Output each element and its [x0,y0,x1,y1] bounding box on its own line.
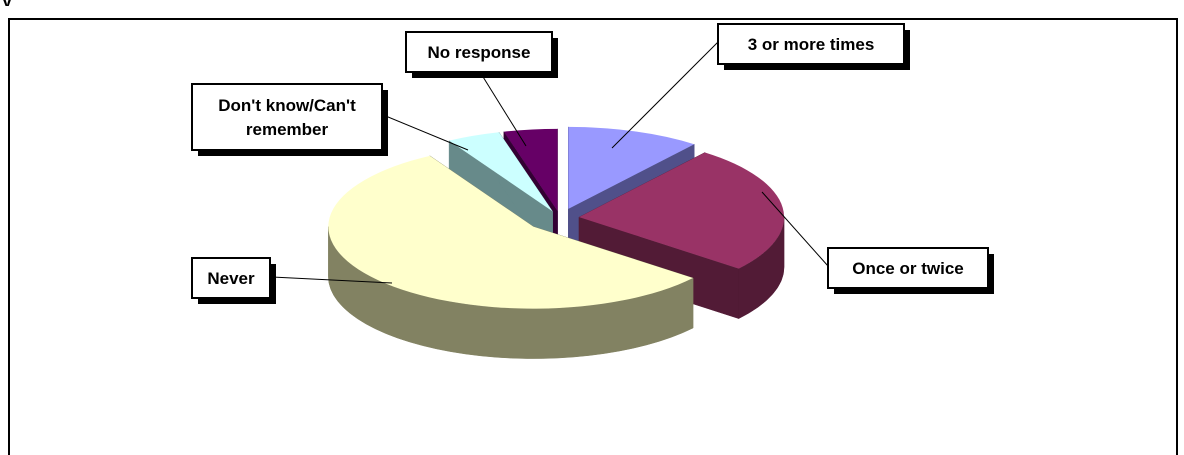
header-fragment: y [2,0,12,6]
callout-dont-know: Don't know/Can't remember [191,83,469,156]
slice-top-don-t-know-can-t-remember [449,132,553,212]
slice-label-dont-know-line2: remember [246,120,329,139]
slice-label-dont-know-line1: Don't know/Can't [218,96,356,115]
slice-top-3-or-more-times [568,126,695,209]
slice-label-never: Never [207,269,255,288]
callout-never: Never [191,257,393,304]
callout-no-response: No response [405,31,558,147]
slice-label-no-response: No response [428,43,531,62]
callout-once-or-twice: Once or twice [761,191,994,294]
slice-top-no-response [503,128,558,211]
slice-top-once-or-twice [579,152,785,269]
slice-label-3-or-more-times: 3 or more times [748,35,875,54]
slice-label-once-or-twice: Once or twice [852,259,963,278]
callout-3-or-more-times: 3 or more times [611,23,910,149]
slice-top-never [328,155,693,309]
pie-tops [328,126,785,309]
